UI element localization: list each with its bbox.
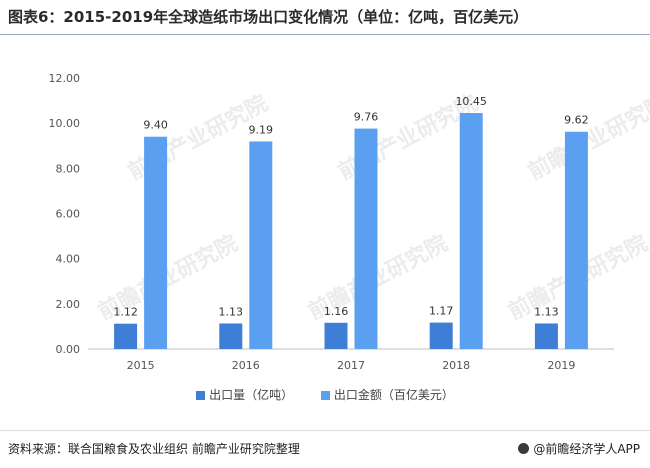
y-tick-label: 6.00 [56, 208, 81, 221]
x-tick-label: 2015 [127, 359, 155, 372]
x-tick-label: 2016 [232, 359, 260, 372]
data-label: 9.19 [249, 123, 274, 136]
data-label: 9.62 [564, 114, 589, 127]
legend-item: 出口金额（百亿美元） [320, 386, 454, 403]
data-label: 10.45 [455, 95, 487, 108]
y-tick-label: 10.00 [49, 117, 81, 130]
x-tick-label: 2017 [337, 359, 365, 372]
data-label: 1.12 [113, 306, 138, 319]
legend-swatch-export-value [320, 391, 330, 400]
bar-export-volume [534, 323, 558, 349]
source-note: 资料来源：联合国粮食及农业组织 前瞻产业研究院整理 [8, 442, 300, 456]
bar-export-volume [114, 323, 138, 349]
bar-export-value [564, 131, 588, 349]
y-tick-label: 4.00 [56, 253, 81, 266]
brand-logo-icon [518, 443, 530, 454]
chart-title: 图表6：2015-2019年全球造纸市场出口变化情况（单位：亿吨，百亿美元） [8, 8, 529, 26]
data-label: 1.16 [324, 305, 349, 318]
brand-label: @前瞻经济学人APP [518, 440, 640, 457]
legend-swatch-export-volume [196, 391, 206, 400]
legend-item: 出口量（亿吨） [196, 386, 293, 403]
title-rule [0, 34, 650, 35]
bar-chart: 0.00 2.00 4.00 6.00 8.00 10.00 12.00 1.12 9.40 20… [49, 72, 614, 372]
x-tick-label: 2019 [547, 359, 575, 372]
bar-export-value [354, 128, 378, 349]
data-label: 1.17 [429, 305, 454, 318]
y-tick-label: 8.00 [56, 162, 81, 175]
bar-export-value [249, 141, 273, 349]
y-tick-label: 12.00 [49, 72, 81, 85]
bar-export-volume [429, 322, 453, 349]
y-tick-label: 0.00 [56, 343, 81, 356]
footer-divider [0, 430, 650, 431]
brand-text: @前瞻经济学人APP [533, 442, 640, 456]
data-label: 9.40 [143, 119, 168, 132]
y-tick-label: 2.00 [56, 298, 81, 311]
bar-export-volume [324, 322, 348, 349]
x-tick-label: 2018 [442, 359, 470, 372]
data-label: 9.76 [354, 111, 379, 124]
chart-legend: 出口量（亿吨） 出口金额（百亿美元） [0, 386, 650, 403]
bar-export-value [144, 136, 168, 349]
legend-label: 出口量（亿吨） [209, 388, 294, 402]
data-label: 1.13 [534, 305, 559, 318]
data-label: 1.13 [219, 305, 244, 318]
legend-label: 出口金额（百亿美元） [333, 388, 454, 402]
bar-export-volume [219, 323, 243, 349]
bar-export-value [459, 113, 483, 349]
